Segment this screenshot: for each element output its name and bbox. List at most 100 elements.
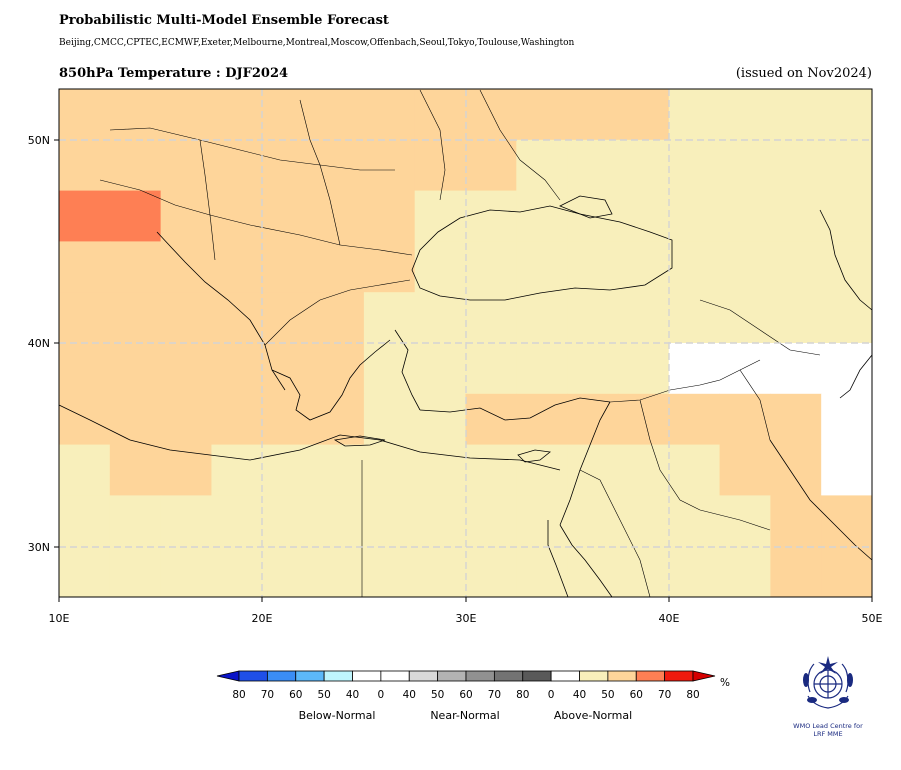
grid-cell: [567, 343, 619, 395]
colorbar-left-arrow: [216, 670, 240, 682]
colorbar-tick-label: 60: [630, 689, 643, 701]
colorbar-segments: [238, 670, 694, 682]
grid-cell: [617, 292, 670, 344]
grid-cell: [821, 546, 873, 598]
grid-cell: [59, 343, 111, 395]
grid-cell: [770, 393, 822, 446]
grid-cell: [719, 546, 771, 598]
grid-cell: [465, 139, 517, 192]
chart-subtitle: 850hPa Temperature : DJF2024: [59, 66, 289, 81]
issued-date: (issued on Nov2024): [735, 66, 872, 81]
grid-cell: [465, 546, 517, 598]
colorbar-segment: [238, 670, 268, 682]
grid-cell: [668, 139, 721, 192]
grid-cell: [313, 89, 365, 141]
grid-cell: [567, 139, 619, 192]
wmo-caption-line2: LRF MME: [813, 730, 843, 738]
grid-cell: [313, 343, 365, 395]
grid-cell: [668, 343, 721, 395]
colorbar-right-arrow: [692, 670, 716, 682]
colorbar-tick-label: 0: [548, 689, 555, 701]
wmo-logo: [803, 656, 853, 709]
colorbar-tick-label: 70: [488, 689, 501, 701]
x-tick-label: 10E: [49, 612, 70, 625]
colorbar-tick-labels: 80 70 60 50 40 0 40 50 60 70 80 0 40 50 60 70 80: [232, 689, 699, 701]
grid-cell: [109, 495, 162, 547]
grid-cell: [617, 444, 670, 496]
x-tick-label: 30E: [456, 612, 477, 625]
grid-cell: [821, 495, 873, 547]
x-tick-labels: 10E 20E 30E 40E 50E: [49, 612, 883, 625]
grid-cell: [363, 190, 416, 242]
x-tick-label: 20E: [252, 612, 273, 625]
grid-cell: [668, 444, 721, 496]
grid-cell: [160, 292, 212, 344]
grid-cell: [567, 292, 619, 344]
grid-cell: [719, 139, 771, 192]
grid-cell: [59, 444, 111, 496]
grid-cell: [160, 393, 212, 446]
grid-cell: [160, 546, 212, 598]
grid-cell: [821, 393, 873, 446]
grid-cell: [465, 495, 517, 547]
grid-cell: [465, 343, 517, 395]
grid-cell: [211, 190, 263, 242]
grid-cell: [109, 343, 162, 395]
grid-cell: [770, 292, 822, 344]
grid-cell: [363, 241, 416, 293]
colorbar-segment: [493, 670, 524, 682]
grid-cell: [719, 393, 771, 446]
grid-cell: [160, 89, 212, 141]
colorbar-tick-label: 0: [378, 689, 385, 701]
grid-cell: [262, 89, 314, 141]
grid-cell: [262, 241, 314, 293]
wmo-caption: WMO Lead Centre for LRF MME: [782, 722, 874, 738]
grid-cell: [313, 444, 365, 496]
grid-cell: [567, 444, 619, 496]
grid-cell: [414, 393, 466, 446]
colorbar-tick-label: 60: [289, 689, 302, 701]
y-tick-label: 30N: [28, 541, 50, 554]
grid-cell: [59, 139, 111, 192]
grid-cell: [567, 89, 619, 141]
grid-cell: [262, 292, 314, 344]
grid-cell: [59, 292, 111, 344]
grid-cell: [363, 89, 416, 141]
grid-cell: [59, 89, 111, 141]
grid-cell: [109, 139, 162, 192]
grid-cell: [770, 89, 822, 141]
colorbar-segment: [295, 670, 325, 682]
colorbar-tick-label: 80: [516, 689, 529, 701]
country-borders: [99, 89, 821, 598]
colorbar-segment: [323, 670, 353, 682]
grid-cell: [465, 292, 517, 344]
grid-cell: [313, 495, 365, 547]
grid-cell: [160, 495, 212, 547]
grid-cell: [516, 89, 568, 141]
grid-cell: [414, 444, 466, 496]
grid-cell: [668, 495, 721, 547]
x-tick-label: 40E: [659, 612, 680, 625]
colorbar-tick-label: 50: [317, 689, 330, 701]
grid-cell: [567, 241, 619, 293]
grid-cell: [262, 546, 314, 598]
grid-cell: [516, 190, 568, 242]
colorbar-segment: [522, 670, 552, 682]
grid-cell: [109, 393, 162, 446]
grid-cell: [363, 139, 416, 192]
grid-cell: [211, 241, 263, 293]
grid-cell: [414, 292, 466, 344]
grid-cell: [770, 343, 822, 395]
below-normal-label: Below-Normal: [299, 709, 376, 722]
grid-cell: [465, 241, 517, 293]
coastlines: [58, 195, 873, 598]
colorbar-tick-label: 40: [573, 689, 586, 701]
grid-cell: [160, 190, 212, 242]
grid-cell: [516, 393, 568, 446]
colorbar-segment: [607, 670, 637, 682]
grid-cell: [109, 89, 162, 141]
grid-cell: [617, 546, 670, 598]
colorbar-segment: [380, 670, 410, 682]
grid-cell: [59, 241, 111, 293]
